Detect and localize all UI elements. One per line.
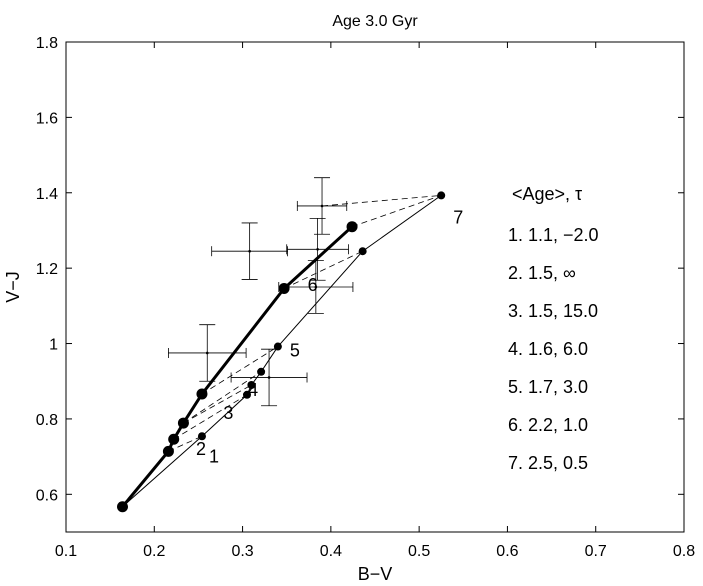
dashed-link — [183, 371, 262, 424]
y-tick-label: 1.6 — [36, 110, 58, 127]
legend-entry-7: 7. 2.5, 0.5 — [508, 453, 588, 473]
legend-entry-3: 3. 1.5, 15.0 — [508, 301, 598, 321]
y-tick-label: 1.2 — [36, 261, 58, 278]
legend-entry-1: 1. 1.1, −2.0 — [508, 225, 599, 245]
y-tick-label: 1.4 — [36, 186, 58, 203]
x-axis-label: B−V — [358, 564, 393, 584]
x-tick-label: 0.4 — [320, 543, 342, 560]
dashed-link — [351, 195, 442, 228]
error-bar-center — [205, 351, 209, 355]
point-label-5: 5 — [290, 341, 300, 361]
y-tick-label: 1 — [49, 337, 58, 354]
x-tick-labels: 0.1 0.2 0.3 0.4 0.5 0.6 0.7 0.8 — [55, 543, 695, 560]
thin-track-line — [122, 194, 442, 508]
dashed-link — [321, 195, 442, 207]
axis-ticks — [65, 41, 685, 532]
x-tick-label: 0.2 — [143, 543, 165, 560]
numbered-point-3 — [247, 381, 256, 389]
data-points — [117, 191, 446, 513]
thick-track-point — [177, 417, 189, 429]
legend-entry-4: 4. 1.6, 6.0 — [508, 339, 588, 359]
error-bar-center — [248, 249, 251, 253]
dashed-link — [183, 384, 252, 424]
point-label-6: 6 — [308, 275, 318, 295]
numbered-point-7 — [437, 191, 446, 200]
error-bar-center — [320, 204, 324, 208]
numbered-point-4 — [257, 367, 266, 376]
y-tick-label: 1.8 — [36, 35, 58, 52]
x-tick-label: 0.3 — [231, 543, 253, 560]
legend-title: <Age>, τ — [512, 184, 582, 204]
dashed-link — [283, 250, 363, 289]
x-tick-label: 0.6 — [496, 543, 518, 560]
numbered-point-1 — [197, 432, 206, 441]
y-tick-label: 0.8 — [36, 412, 58, 429]
tracks — [121, 194, 442, 508]
error-bars — [168, 177, 354, 407]
numbered-point-6 — [358, 247, 367, 256]
y-tick-label: 0.6 — [36, 487, 58, 504]
numbered-point-2 — [242, 390, 251, 399]
error-bar-center — [267, 376, 271, 379]
thick-track-point — [196, 388, 208, 400]
error-bar-center — [316, 248, 319, 251]
chart-title: Age 3.0 Gyr — [332, 13, 418, 30]
legend-entry-5: 5. 1.7, 3.0 — [508, 377, 588, 397]
point-label-7: 7 — [453, 207, 463, 227]
dashed-links — [168, 195, 442, 452]
thick-track-point — [346, 221, 358, 233]
point-label-4: 4 — [248, 380, 258, 400]
point-label-1: 1 — [209, 446, 219, 466]
legend: <Age>, τ 1. 1.1, −2.0 2. 1.5, ∞ 3. 1.5, … — [508, 184, 599, 473]
point-label-3: 3 — [223, 403, 233, 423]
plot-frame — [65, 41, 685, 533]
legend-entry-2: 2. 1.5, ∞ — [508, 263, 576, 283]
dashed-link — [173, 394, 248, 440]
x-tick-label: 0.8 — [673, 543, 695, 560]
thick-track-point — [168, 433, 180, 445]
thick-track-point — [117, 501, 129, 513]
y-axis-label: V−J — [3, 271, 23, 303]
legend-entry-6: 6. 2.2, 1.0 — [508, 415, 588, 435]
x-tick-label: 0.7 — [585, 543, 607, 560]
x-tick-label: 0.1 — [55, 543, 77, 560]
error-bar-center — [314, 285, 318, 289]
y-tick-labels: 0.6 0.8 1 1.2 1.4 1.6 1.8 — [36, 35, 58, 504]
thick-track-point — [162, 445, 174, 457]
dashed-link — [168, 435, 203, 452]
point-label-2: 2 — [196, 439, 206, 459]
thick-track-point — [278, 283, 290, 295]
numbered-point-5 — [273, 342, 282, 351]
x-tick-label: 0.5 — [408, 543, 430, 560]
dashed-link — [201, 346, 279, 395]
